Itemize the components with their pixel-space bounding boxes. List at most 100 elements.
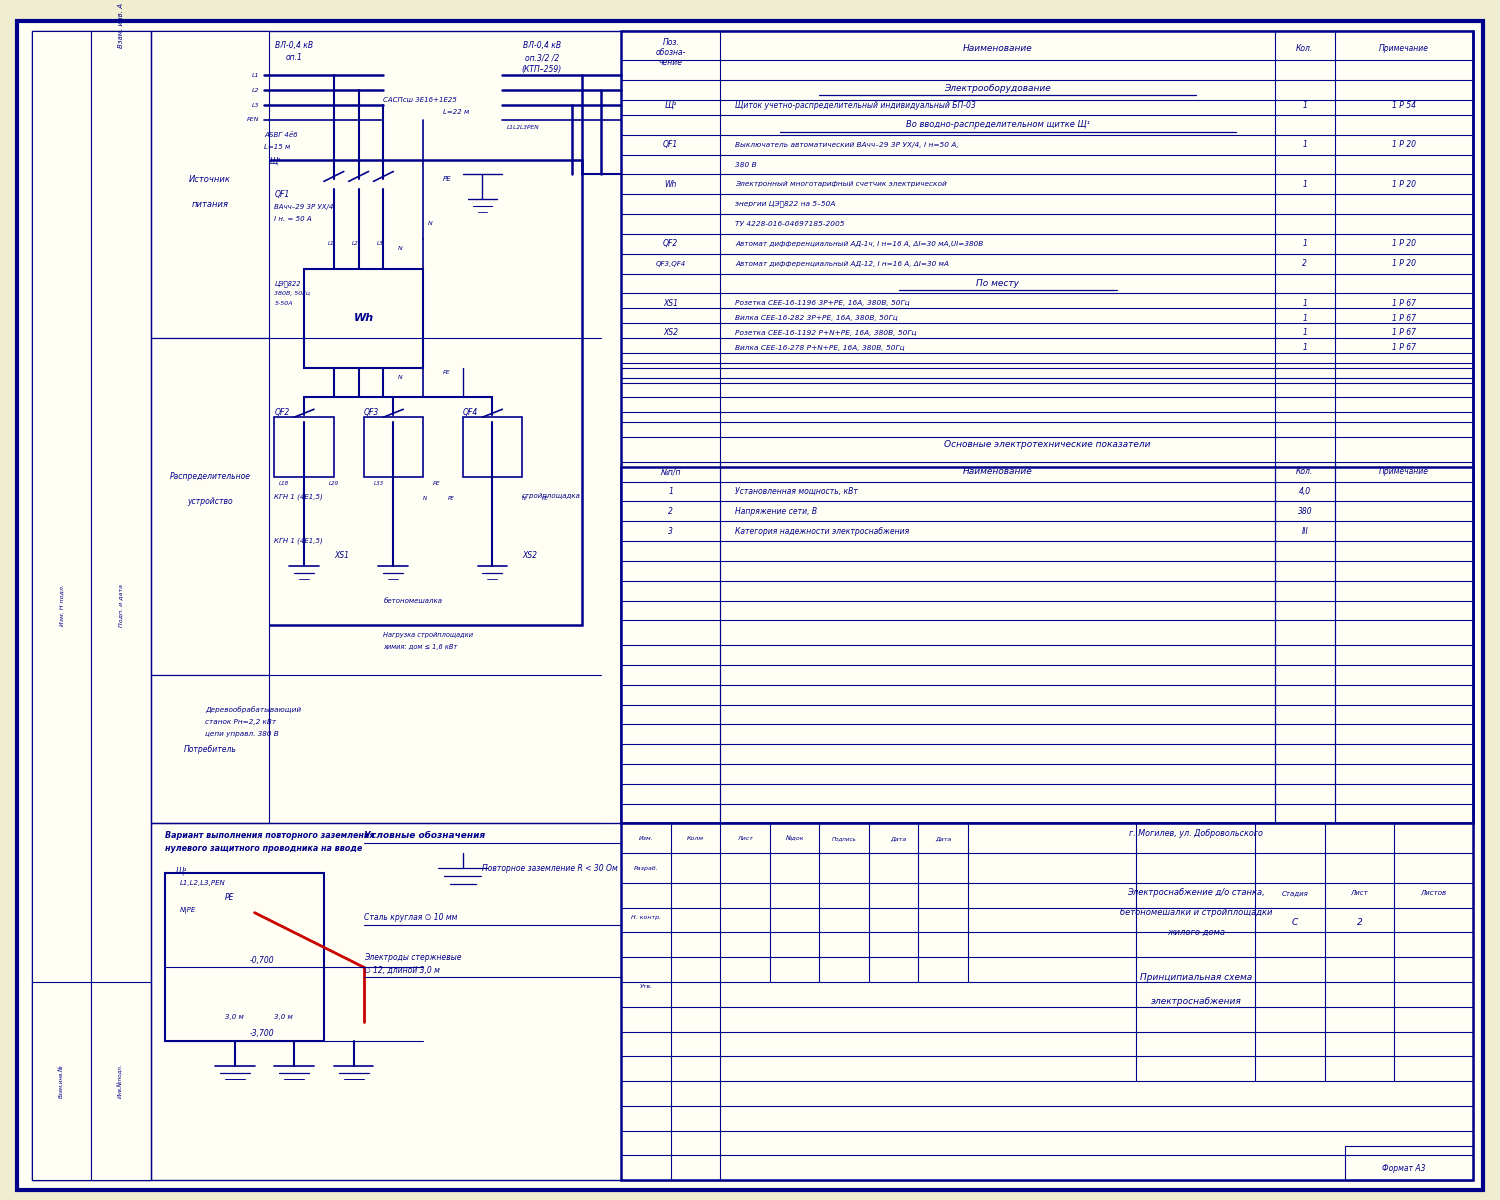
Text: L3: L3 [376,241,384,246]
Text: Разраб.: Разраб. [633,865,658,870]
Bar [304,269,423,367]
Text: Розетка СЕЕ-16-1196 3P+PE, 16А, 380В, 50Гц: Розетка СЕЕ-16-1196 3P+PE, 16А, 380В, 50… [735,300,910,306]
Text: N|PE: N|PE [180,907,196,914]
Text: PE: PE [442,370,450,376]
Text: 3,0 м: 3,0 м [225,1014,243,1020]
Text: XS2: XS2 [663,329,678,337]
Text: Лист: Лист [1350,890,1368,896]
Bar [32,982,92,1180]
Text: Наименование: Наименование [963,44,1032,53]
Text: PE: PE [448,496,454,500]
Text: бетономешалки и стройплощадки: бетономешалки и стройплощадки [1119,908,1272,917]
Text: ВАчч–29 3P УХ/4: ВАчч–29 3P УХ/4 [274,204,334,210]
Text: оп.3/2 /2: оп.3/2 /2 [525,53,560,62]
Text: L=22 м: L=22 м [442,109,470,115]
Text: XS1: XS1 [334,552,350,560]
Text: L2: L2 [252,88,260,92]
Text: Дата: Дата [891,836,908,841]
Text: 1: 1 [669,487,674,496]
Text: Вилка СЕЕ-16-282 3P+PE, 16А, 380В, 50Гц: Вилка СЕЕ-16-282 3P+PE, 16А, 380В, 50Гц [735,316,898,322]
Text: QF1: QF1 [663,140,678,149]
Bar [462,418,522,476]
Text: чение: чение [658,58,682,67]
Bar [150,31,270,338]
Text: L1: L1 [252,73,260,78]
Text: Листов: Листов [1420,890,1448,896]
Text: XS1: XS1 [663,299,678,307]
Text: L1,L2,L3,PEN: L1,L2,L3,PEN [180,880,226,886]
Text: Изм. Н подл.: Изм. Н подл. [58,584,64,626]
Text: Wh: Wh [664,180,676,188]
Text: По месту: По месту [976,278,1018,288]
Text: 1 P 67: 1 P 67 [1392,329,1416,337]
Text: химия: дом ≤ 1,6 кВт: химия: дом ≤ 1,6 кВт [384,644,458,650]
Text: Категория надежности электроснабжения: Категория надежности электроснабжения [735,527,909,535]
Text: №док: №док [786,835,804,841]
Text: ТУ 4228-016-04697185-2005: ТУ 4228-016-04697185-2005 [735,221,844,227]
Text: QF4: QF4 [462,408,478,416]
Text: Wh: Wh [354,313,374,323]
Text: Напряжение сети, В: Напряжение сети, В [735,506,818,516]
Text: L=15 м: L=15 м [264,144,291,150]
Text: САСПсш 3Е16+1Е25: САСПсш 3Е16+1Е25 [384,97,458,103]
Text: 1 P 20: 1 P 20 [1392,239,1416,248]
Text: Изм.: Изм. [639,836,654,841]
Text: Щ¹: Щ¹ [270,157,280,166]
Text: Деревообрабатывающий: Деревообрабатывающий [206,706,302,713]
Text: Подпись: Подпись [833,836,856,841]
Text: 1 P 54: 1 P 54 [1392,101,1416,109]
Text: Электронный многотарифный счетчик электрической: Электронный многотарифный счетчик электр… [735,181,946,187]
Text: г. Могилев, ул. Добровольского: г. Могилев, ул. Добровольского [1130,829,1263,838]
Text: 1: 1 [1302,101,1308,109]
Text: N: N [423,496,427,500]
Text: нулевого защитного проводника на вводе: нулевого защитного проводника на вводе [165,844,363,853]
Text: Во вводно-распределительном щитке Щ¹: Во вводно-распределительном щитке Щ¹ [906,120,1089,130]
Text: 1 P 20: 1 P 20 [1392,140,1416,149]
Text: питания: питания [192,199,228,209]
Text: PEN: PEN [248,118,259,122]
Bar [165,874,324,1042]
Text: Распределительное: Распределительное [170,472,250,481]
Bar [32,31,92,1180]
Text: N: N [427,222,432,227]
Text: 3,0 м: 3,0 м [274,1014,292,1020]
Text: 1: 1 [1302,343,1308,353]
Text: N: N [398,246,404,251]
Text: L29: L29 [328,481,339,486]
Text: PE: PE [225,893,234,902]
Text: 5-50А: 5-50А [274,301,292,306]
Text: бетономешалка: бетономешалка [384,598,442,604]
Bar [621,467,1473,823]
Text: Н. контр.: Н. контр. [632,916,662,920]
Text: Установленная мощность, кВт: Установленная мощность, кВт [735,487,858,496]
Text: Стадия: Стадия [1281,890,1308,896]
Text: XS2: XS2 [522,552,537,560]
Text: 2: 2 [1302,259,1308,268]
Text: Вилка СЕЕ-16-278 P+N+PE, 16А, 380В, 50Гц: Вилка СЕЕ-16-278 P+N+PE, 16А, 380В, 50Гц [735,344,904,350]
Text: Автомат дифференциальный АД-1ч, I н=16 А, ΔI=30 мА,UI=380В: Автомат дифференциальный АД-1ч, I н=16 А… [735,241,984,247]
Text: Утв.: Утв. [639,984,652,990]
Text: 3: 3 [669,527,674,535]
Text: КГН 1 (4Е1,5): КГН 1 (4Е1,5) [274,493,322,499]
Text: Электроды стержневые: Электроды стержневые [363,953,460,961]
Text: стройплощадка: стройплощадка [522,493,580,499]
Text: энергии ЦЭͦ822 на 5–50А: энергии ЦЭͦ822 на 5–50А [735,200,836,208]
Bar [150,674,270,823]
Text: (КТП–259): (КТП–259) [522,65,562,74]
Text: жилого дома: жилого дома [1167,928,1226,937]
Text: 1 P 67: 1 P 67 [1392,299,1416,307]
Text: 1: 1 [1302,329,1308,337]
Text: 1: 1 [1302,299,1308,307]
Bar [621,31,1473,823]
Bar [1344,1146,1473,1180]
Bar [363,418,423,476]
Text: Подп. и дата: Подп. и дата [118,584,123,626]
Text: PE: PE [442,176,452,182]
Text: №п/п: №п/п [660,467,681,476]
Text: Взам.инв.№: Взам.инв.№ [58,1064,64,1098]
Text: ∅ 12, длиной 3,0 м: ∅ 12, длиной 3,0 м [363,966,440,974]
Text: Дата: Дата [934,836,951,841]
Text: PE: PE [542,496,549,500]
Text: L1L2L3PEN: L1L2L3PEN [507,125,540,131]
Bar [621,823,1473,1180]
